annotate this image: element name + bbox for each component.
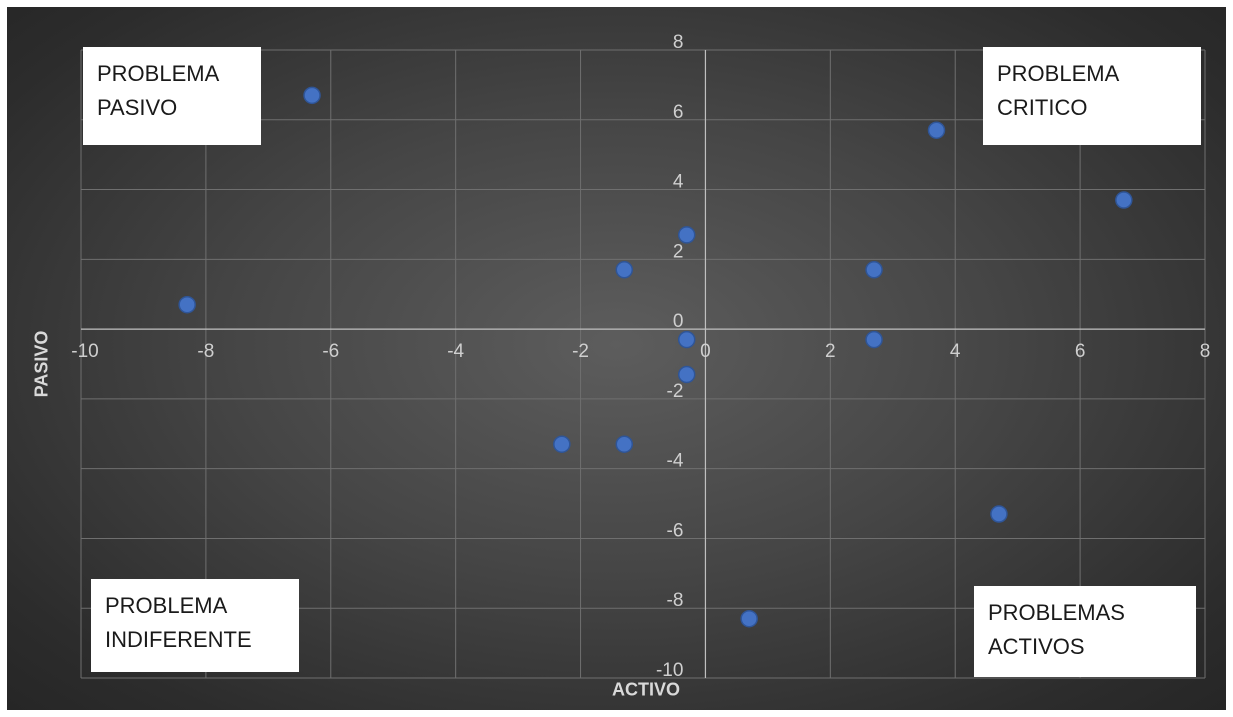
quadrant-label-active: PROBLEMAS ACTIVOS [974,586,1196,677]
data-point [553,435,571,453]
x-tick-label: 4 [950,341,961,362]
data-point [927,121,946,139]
quadrant-label-critical-line2: CRITICO [997,95,1088,120]
y-tick-label: -6 [667,520,684,541]
data-point [615,261,634,279]
x-axis-title: ACTIVO [611,679,681,700]
data-point [677,330,696,349]
data-point [303,86,321,105]
x-tick-label: 2 [825,341,836,362]
x-tick-label: -2 [572,341,589,362]
x-tick-label: 8 [1200,341,1211,362]
x-tick-label: -4 [447,341,464,362]
y-tick-label: 4 [673,172,684,193]
quadrant-label-passive-line2: PASIVO [97,95,178,120]
quadrant-label-passive: PROBLEMA PASIVO [83,47,261,145]
y-tick-label: -10 [656,660,683,681]
x-tick-label: -6 [322,341,339,362]
data-point [990,505,1008,523]
data-point [178,295,196,314]
data-point [677,365,696,384]
x-tick-label: 0 [700,341,711,362]
y-tick-label: -4 [667,451,684,472]
quadrant-label-critical: PROBLEMA CRITICO [983,47,1201,145]
y-tick-label: 2 [673,241,684,262]
quadrant-label-indifferent-line1: PROBLEMA [105,593,228,618]
data-point [865,261,883,279]
y-tick-label: 8 [673,32,684,53]
quadrant-label-passive-line1: PROBLEMA [97,61,220,86]
quadrant-label-active-line1: PROBLEMAS [988,600,1125,625]
quadrant-label-indifferent-line2: INDIFERENTE [105,627,252,652]
y-tick-label: 6 [673,102,684,123]
data-point [1115,191,1133,209]
x-tick-label: -10 [71,341,98,362]
x-tick-label: -8 [197,341,214,362]
data-point [865,330,883,349]
y-axis-title: PASIVO [31,330,52,398]
chart-area: -10 -8 -6 -4 -2 0 2 4 6 8 -10 -8 -6 -4 -2 0 2 4 6 8 PROBLEM… [7,7,1226,710]
data-point [615,435,634,453]
quadrant-label-indifferent: PROBLEMA INDIFERENTE [91,579,299,672]
data-point [740,609,758,628]
y-tick-label: -8 [667,590,684,611]
y-tick-label: 0 [673,311,684,332]
y-tick-label: -2 [667,381,684,402]
x-tick-label: 6 [1075,341,1086,362]
quadrant-label-active-line2: ACTIVOS [988,634,1085,659]
quadrant-label-critical-line1: PROBLEMA [997,61,1120,86]
data-point [677,226,696,244]
